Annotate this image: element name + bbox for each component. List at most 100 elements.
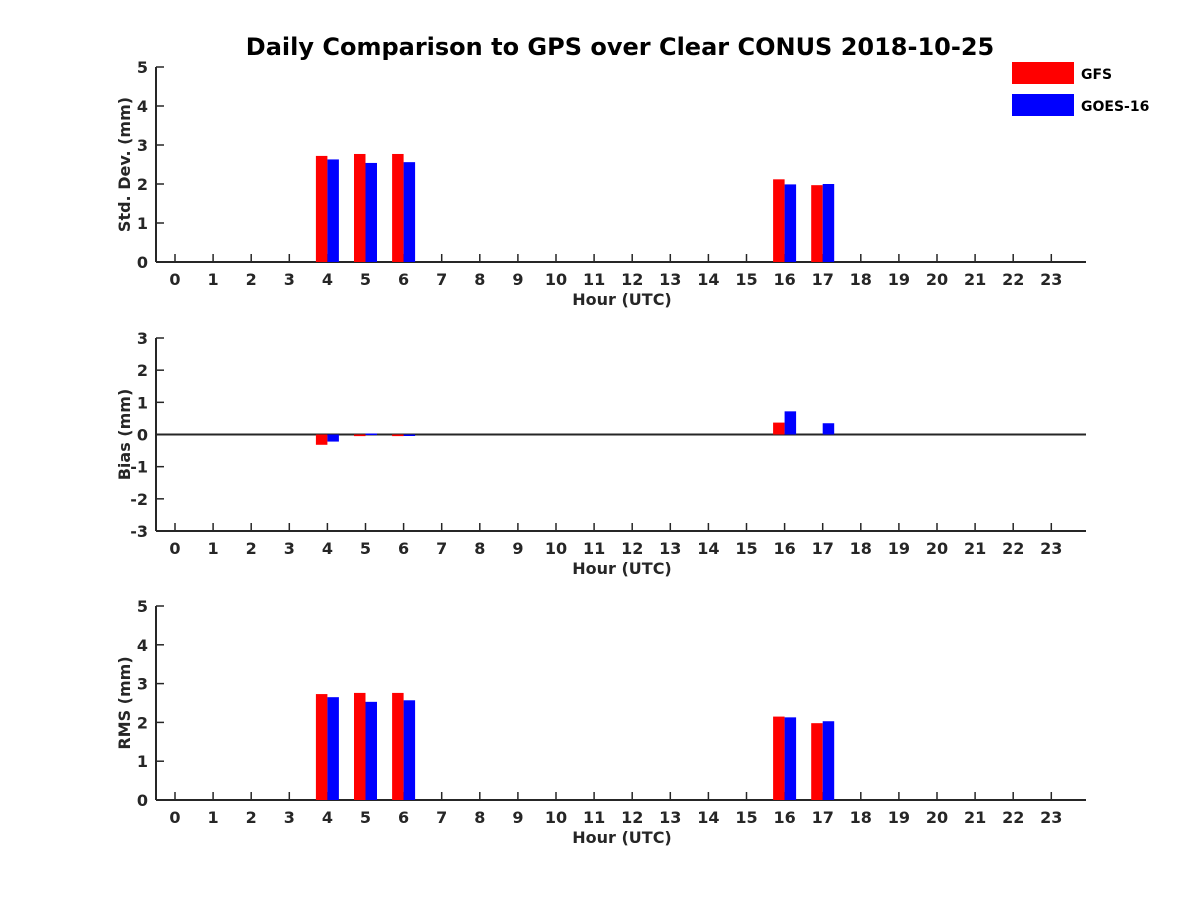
- x-tick-label: 12: [621, 808, 643, 827]
- x-tick-label: 22: [1002, 808, 1024, 827]
- y-tick-label: 1: [137, 752, 148, 771]
- x-tick-label: 16: [773, 808, 795, 827]
- x-tick-label: 8: [474, 270, 485, 289]
- x-axis-label: Hour (UTC): [572, 559, 672, 578]
- x-tick-label: 0: [169, 270, 180, 289]
- x-tick-label: 18: [850, 270, 872, 289]
- bar-gfs: [392, 153, 404, 262]
- x-tick-label: 15: [735, 808, 757, 827]
- x-tick-label: 7: [436, 270, 447, 289]
- bar-gfs: [773, 716, 785, 800]
- bar-goes16: [327, 434, 339, 442]
- y-tick-label: 1: [137, 214, 148, 233]
- x-tick-label: 12: [621, 270, 643, 289]
- x-tick-label: 21: [964, 270, 986, 289]
- x-tick-label: 4: [322, 808, 333, 827]
- x-tick-label: 6: [398, 808, 409, 827]
- legend-label-goes16: GOES-16: [1081, 99, 1149, 115]
- x-tick-label: 6: [398, 539, 409, 558]
- y-tick-label: 5: [137, 58, 148, 77]
- bar-gfs: [354, 692, 366, 800]
- y-tick-label: -3: [130, 522, 148, 541]
- x-tick-label: 19: [888, 539, 910, 558]
- x-tick-label: 10: [545, 270, 567, 289]
- y-tick-label: 0: [137, 791, 148, 810]
- x-tick-label: 23: [1040, 808, 1062, 827]
- bar-gfs: [392, 434, 404, 437]
- y-axis-label: Bias (mm): [115, 389, 134, 481]
- x-tick-label: 14: [697, 808, 719, 827]
- x-tick-label: 15: [735, 539, 757, 558]
- x-tick-label: 17: [812, 270, 834, 289]
- x-tick-label: 16: [773, 539, 795, 558]
- x-tick-label: 13: [659, 539, 681, 558]
- x-tick-label: 18: [850, 808, 872, 827]
- y-tick-label: 0: [137, 426, 148, 445]
- bar-goes16: [403, 162, 416, 262]
- y-axis-label: RMS (mm): [115, 656, 134, 749]
- legend-swatch-goes16: [1012, 94, 1074, 116]
- legend: GFS GOES-16: [1012, 62, 1149, 116]
- x-tick-label: 11: [583, 539, 605, 558]
- x-tick-label: 2: [246, 808, 257, 827]
- x-tick-label: 7: [436, 539, 447, 558]
- bar-gfs: [811, 185, 823, 262]
- x-tick-label: 15: [735, 270, 757, 289]
- bar-goes16: [327, 697, 339, 800]
- y-tick-label: -2: [130, 490, 148, 509]
- legend-swatch-gfs: [1012, 62, 1074, 84]
- x-tick-label: 4: [322, 539, 333, 558]
- x-tick-label: 8: [474, 808, 485, 827]
- x-tick-label: 3: [284, 539, 295, 558]
- x-tick-label: 16: [773, 270, 795, 289]
- x-tick-label: 10: [545, 808, 567, 827]
- bar-gfs: [315, 155, 328, 262]
- x-tick-label: 9: [512, 539, 523, 558]
- bar-goes16: [822, 184, 835, 262]
- x-tick-label: 6: [398, 270, 409, 289]
- x-tick-label: 1: [208, 808, 219, 827]
- x-tick-label: 23: [1040, 539, 1062, 558]
- y-tick-label: 2: [137, 713, 148, 732]
- bar-goes16: [365, 433, 377, 436]
- bar-gfs: [811, 723, 823, 800]
- y-tick-label: 4: [137, 636, 148, 655]
- y-axis-label: Std. Dev. (mm): [115, 97, 134, 232]
- x-tick-label: 12: [621, 539, 643, 558]
- bar-goes16: [403, 700, 416, 800]
- x-tick-label: 20: [926, 808, 948, 827]
- x-tick-label: 11: [583, 808, 605, 827]
- x-tick-label: 1: [208, 270, 219, 289]
- bar-goes16: [784, 184, 797, 262]
- x-tick-label: 22: [1002, 539, 1024, 558]
- x-tick-label: 5: [360, 270, 371, 289]
- bar-goes16: [822, 423, 835, 435]
- x-tick-label: 22: [1002, 270, 1024, 289]
- x-tick-label: 10: [545, 539, 567, 558]
- x-tick-label: 21: [964, 808, 986, 827]
- y-tick-label: 5: [137, 597, 148, 616]
- x-tick-label: 0: [169, 539, 180, 558]
- x-tick-label: 17: [812, 539, 834, 558]
- x-axis-label: Hour (UTC): [572, 290, 672, 309]
- bar-gfs: [392, 692, 404, 800]
- x-tick-label: 18: [850, 539, 872, 558]
- bar-gfs: [354, 153, 366, 262]
- x-tick-label: 19: [888, 270, 910, 289]
- bar-goes16: [327, 159, 339, 262]
- x-tick-label: 20: [926, 539, 948, 558]
- y-tick-label: -1: [130, 458, 148, 477]
- bar-gfs: [773, 179, 785, 262]
- bar-gfs: [773, 422, 785, 435]
- y-tick-label: 3: [137, 329, 148, 348]
- x-tick-label: 9: [512, 270, 523, 289]
- x-tick-label: 20: [926, 270, 948, 289]
- bar-goes16: [822, 721, 835, 800]
- x-tick-label: 0: [169, 808, 180, 827]
- x-tick-label: 14: [697, 270, 719, 289]
- bar-goes16: [365, 701, 377, 800]
